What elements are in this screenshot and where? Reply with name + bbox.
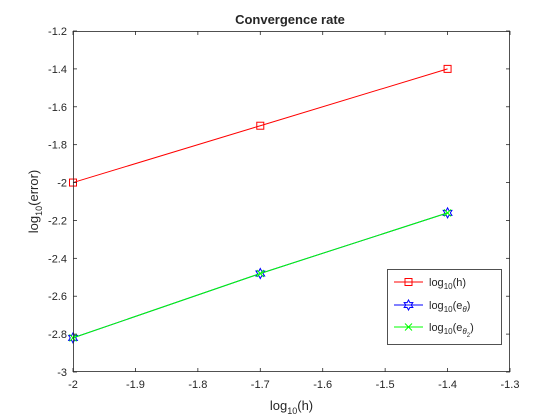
series-2-point (255, 267, 266, 280)
series-3 (69, 209, 452, 342)
series-2-point (442, 206, 453, 219)
y-tick-label: -2 (57, 178, 67, 190)
series-1-line (72, 68, 448, 184)
axes-layer: -2 -1.9 -1.8 -1.7 -1.6 -1.5 -1.4 -1.3 -3 -2.8 -2.6… (26, 26, 519, 416)
series-1-point (443, 64, 452, 73)
x-axis-title: log10(h) (270, 398, 313, 416)
x-tick-label: -1.4 (438, 379, 457, 391)
y-tick-label: -1.4 (48, 64, 67, 76)
legend-label: log10(eθ) (429, 300, 470, 314)
series-3-point (69, 334, 77, 342)
legend-item-1: log10(h) (394, 277, 466, 291)
x-tick-label: -1.9 (126, 379, 145, 391)
series-1 (69, 64, 452, 187)
legend-swatch-marker (404, 323, 413, 331)
series-1-point (256, 121, 265, 130)
y-axis-title: log10(error) (26, 170, 44, 233)
axes-box (73, 31, 510, 372)
y-tick-label: -1.8 (48, 140, 67, 152)
legend-label: log10(h) (429, 277, 466, 291)
series-3-point-stroke (256, 269, 265, 278)
legend-swatch-marker-stroke (404, 323, 413, 331)
legend-item-2: log10(eθ) (394, 298, 470, 314)
x-tick-label: -1.5 (376, 379, 395, 391)
legend-item-3: log10(eθ2) (394, 322, 474, 339)
y-tick-label: -2.6 (48, 291, 67, 303)
series-3-point (256, 269, 265, 278)
y-tick-label: -1.6 (48, 102, 67, 114)
x-tick-label: -2 (68, 379, 78, 391)
x-tick-label: -1.3 (501, 379, 520, 391)
x-tick-label: -1.7 (251, 379, 270, 391)
x-tick-label: -1.6 (313, 379, 332, 391)
y-tick-label: -2.4 (48, 253, 67, 265)
legend-swatch-marker (403, 298, 414, 312)
legend: log10(h) log10(eθ) log10(eθ2) (387, 269, 502, 345)
y-tick-label: -2.8 (48, 329, 67, 341)
y-tick-label: -1.2 (48, 26, 67, 38)
chart-title: Convergence rate (235, 12, 345, 27)
legend-swatch-marker (404, 278, 413, 286)
series-layer (67, 64, 453, 344)
series-3-point-stroke (69, 334, 77, 342)
y-tick-label: -3 (57, 367, 67, 379)
legend-label: log10(eθ2) (429, 322, 474, 339)
series-3-point-stroke (443, 209, 452, 217)
series-2-point (67, 331, 79, 344)
y-tick-label: -2.2 (48, 215, 67, 227)
series-3-point (443, 209, 452, 217)
x-tick-label: -1.8 (188, 379, 207, 391)
